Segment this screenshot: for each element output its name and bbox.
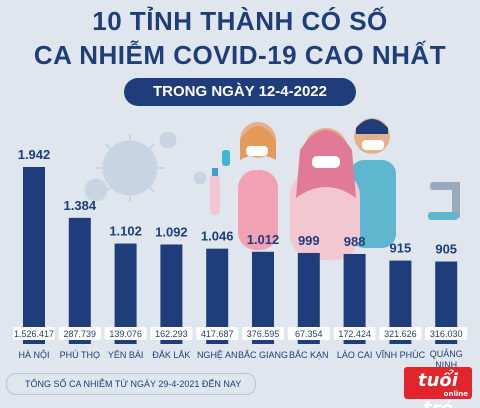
total-label: 1.526.417 <box>14 329 54 339</box>
bar <box>68 217 91 344</box>
value-label: 1.012 <box>247 232 280 247</box>
value-label: 1.942 <box>18 147 51 162</box>
bar <box>435 261 458 344</box>
title-line-2: CA NHIỄM COVID-19 CAO NHẤT <box>33 40 447 70</box>
value-label: 988 <box>344 234 366 249</box>
bar <box>23 167 45 344</box>
total-label: 376.595 <box>247 329 280 339</box>
category-label: BẮC GIANG <box>238 350 288 360</box>
total-label-box <box>333 327 376 340</box>
title-line-1: 10 TỈNH THÀNH CÓ SỐ <box>92 6 388 36</box>
total-label: 139.076 <box>109 329 142 339</box>
total-label: 321.626 <box>384 329 417 339</box>
bar <box>206 248 229 344</box>
bar <box>252 251 274 344</box>
category-label: NGHỆ AN <box>197 350 238 360</box>
bars-group: 1.942 1.526.417 HÀ NỘI 1.384 287.739 PHÚ THỌ 1… <box>13 147 468 370</box>
total-label-box <box>379 327 422 340</box>
virus-illustration <box>84 131 207 202</box>
value-label: 1.102 <box>109 224 142 239</box>
category-label: NINH <box>435 360 457 370</box>
total-label-box <box>13 327 55 340</box>
value-label: 915 <box>390 241 412 256</box>
bar <box>160 244 183 344</box>
bar <box>343 253 366 344</box>
category-label: PHÚ THỌ <box>60 350 100 360</box>
date-subtitle: TRONG NGÀY 12-4-2022 <box>124 78 356 106</box>
total-label-box <box>150 327 193 340</box>
total-label-box <box>196 327 239 340</box>
bar <box>389 260 412 344</box>
category-label: BẮC KẠN <box>289 350 329 360</box>
total-label-box <box>58 327 101 340</box>
value-label: 999 <box>298 233 320 248</box>
category-label: LÀO CAI <box>337 350 373 360</box>
tuoi-tre-logo: tuổi trẻonline <box>404 367 472 408</box>
people-illustration <box>210 118 460 260</box>
total-label-box <box>104 327 147 340</box>
total-label: 67.354 <box>295 329 323 339</box>
value-label: 1.092 <box>155 224 188 239</box>
category-label: VĨNH PHÚC <box>376 350 426 360</box>
total-label: 287.739 <box>64 329 97 339</box>
total-label: 417.687 <box>201 329 234 339</box>
bar <box>297 252 320 344</box>
total-label: 162.293 <box>155 329 188 339</box>
value-label: 905 <box>435 242 457 257</box>
category-label: QUẢNG <box>430 348 463 359</box>
bar <box>114 243 137 344</box>
value-label: 1.384 <box>64 198 97 213</box>
total-cases-note: TỔNG SỐ CA NHIỄM TỪ NGÀY 29-4-2021 ĐẾN N… <box>6 373 257 395</box>
value-label: 1.046 <box>201 229 234 244</box>
total-label: 316.030 <box>430 329 463 339</box>
category-label: YÊN BÁI <box>108 350 144 360</box>
category-label: ĐẮK LẮK <box>152 350 190 360</box>
total-label-box <box>242 327 284 340</box>
total-label-box <box>425 327 468 340</box>
total-label-box <box>287 327 330 340</box>
total-label: 172.424 <box>338 329 371 339</box>
category-label: HÀ NỘI <box>18 350 49 360</box>
